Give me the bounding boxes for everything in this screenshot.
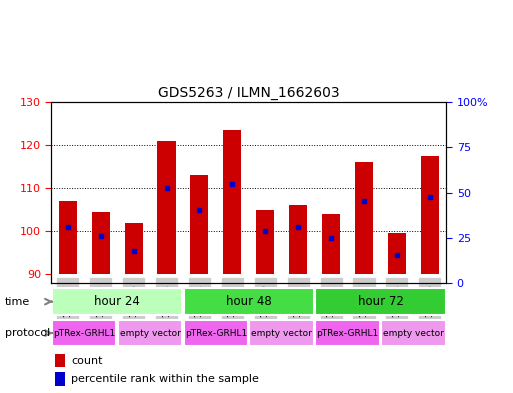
Bar [118,320,182,346]
Bar [157,141,175,274]
Bar [315,320,380,346]
Bar [190,175,208,274]
Bar [249,320,314,346]
Text: hour 24: hour 24 [94,295,140,308]
Bar [52,288,182,315]
Text: protocol: protocol [5,328,50,338]
Bar [184,320,248,346]
Bar [381,320,446,346]
Bar [184,288,314,315]
Text: empty vector: empty vector [383,329,444,338]
Bar [355,162,373,274]
Bar [256,210,274,274]
Bar [92,212,110,274]
Bar [55,354,65,367]
Text: time: time [5,297,30,307]
Text: hour 72: hour 72 [358,295,403,308]
Bar [58,201,77,274]
Title: GDS5263 / ILMN_1662603: GDS5263 / ILMN_1662603 [158,86,340,100]
Text: pTRex-GRHL1: pTRex-GRHL1 [317,329,379,338]
Text: empty vector: empty vector [120,329,181,338]
Bar [421,156,439,274]
Bar [315,288,446,315]
Bar [125,223,143,274]
Bar [289,206,307,274]
Bar [52,320,116,346]
Bar [322,214,340,274]
Text: pTRex-GRHL1: pTRex-GRHL1 [185,329,247,338]
Bar [55,372,65,386]
Bar [388,233,406,274]
Text: empty vector: empty vector [251,329,312,338]
Text: count: count [71,356,103,366]
Text: hour 48: hour 48 [226,295,272,308]
Text: percentile rank within the sample: percentile rank within the sample [71,374,259,384]
Text: pTRex-GRHL1: pTRex-GRHL1 [53,329,115,338]
Bar [223,130,242,274]
